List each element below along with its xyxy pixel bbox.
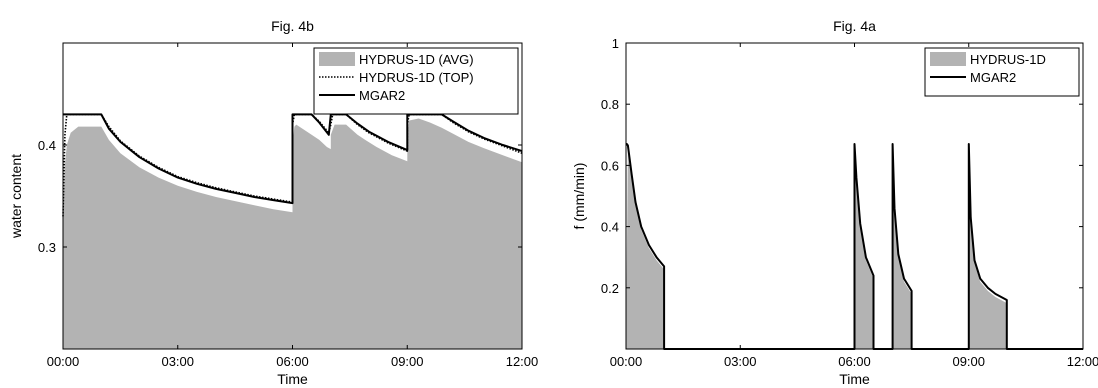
chart-fig-4b: 00:00 03:00 06:00 09:00 12:00 0.3 0.4 Fig. 4b Ti…	[8, 18, 538, 387]
legend-label: MGAR2	[359, 88, 405, 103]
chart-fig-4a: 00:00 03:00 06:00 09:00 12:00 0.2 0.4 0.6 0.8 1 Fi…	[571, 18, 1098, 387]
x-tick-label: 12:00	[506, 354, 539, 369]
legend-swatch-area	[930, 52, 966, 66]
x-tick-label: 00:00	[47, 354, 80, 369]
y-tick-label: 0.4	[601, 220, 619, 235]
chart-title: Fig. 4a	[833, 18, 876, 34]
legend-label: MGAR2	[970, 70, 1016, 85]
x-tick-label: 06:00	[276, 354, 309, 369]
y-tick-label: 0.2	[601, 281, 619, 296]
y-axis-label: water content	[8, 154, 24, 239]
x-axis-label: Time	[839, 371, 870, 387]
x-tick-label: 03:00	[161, 354, 194, 369]
legend-label: HYDRUS-1D (TOP)	[359, 70, 474, 85]
legend: HYDRUS-1D (AVG) HYDRUS-1D (TOP) MGAR2	[313, 47, 519, 115]
y-tick-label: 0.3	[38, 240, 56, 255]
y-tick-label: 1	[612, 36, 619, 51]
chart-title: Fig. 4b	[271, 18, 314, 34]
x-tick-label: 00:00	[610, 354, 643, 369]
y-tick-label: 0.4	[38, 138, 56, 153]
legend-swatch-area	[319, 52, 355, 66]
x-tick-label: 03:00	[724, 354, 757, 369]
y-tick-label: 0.8	[601, 97, 619, 112]
legend-label: HYDRUS-1D	[970, 52, 1046, 67]
x-tick-label: 06:00	[838, 354, 871, 369]
x-tick-label: 12:00	[1067, 354, 1098, 369]
series-area-0	[63, 118, 522, 349]
x-tick-label: 09:00	[391, 354, 424, 369]
x-tick-label: 09:00	[952, 354, 985, 369]
legend-label: HYDRUS-1D (AVG)	[359, 52, 474, 67]
y-axis-label: f (mm/min)	[571, 163, 587, 230]
series-line-2	[63, 113, 523, 205]
y-tick-label: 0.6	[601, 158, 619, 173]
legend: HYDRUS-1D MGAR2	[924, 47, 1080, 97]
x-axis-label: Time	[277, 371, 308, 387]
